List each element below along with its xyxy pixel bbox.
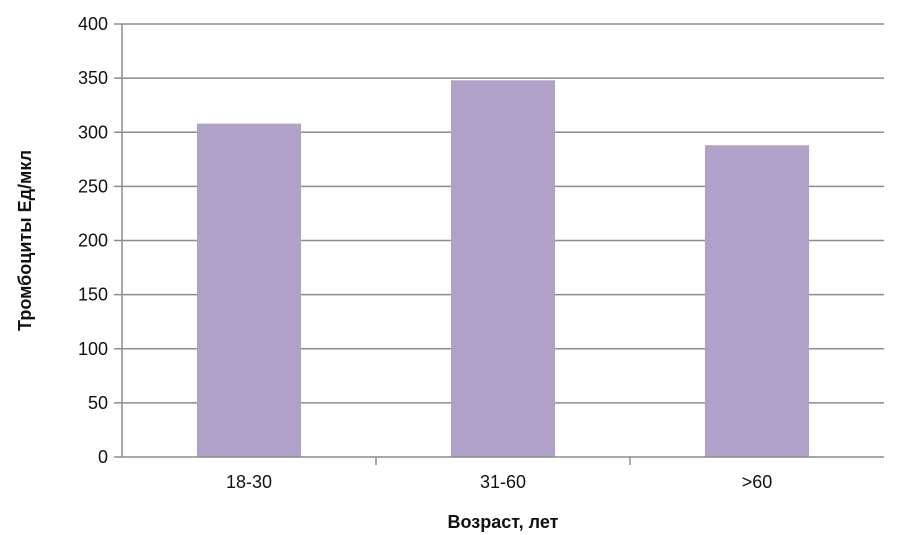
x-tick-labels: 18-30 31-60 >60 [226, 457, 772, 492]
x-tick-label: 18-30 [226, 472, 272, 492]
y-axis-title: Тромбоциты Ед/мкл [15, 150, 35, 331]
bars [196, 80, 810, 458]
bar->60 [704, 145, 810, 458]
y-tick-label: 350 [78, 68, 108, 88]
x-tick-label: >60 [742, 472, 773, 492]
y-tick-label: 250 [78, 176, 108, 196]
y-tick-label: 100 [78, 339, 108, 359]
y-tick-label: 200 [78, 231, 108, 251]
bar-31-60 [450, 80, 556, 457]
bar-18-30 [196, 123, 302, 457]
x-axis-title: Возраст, лет [448, 512, 559, 532]
y-tick-label: 150 [78, 285, 108, 305]
y-tick-label: 400 [78, 14, 108, 34]
x-tick-label: 31-60 [480, 472, 526, 492]
y-tick-label: 300 [78, 122, 108, 142]
y-tick-label: 0 [98, 447, 108, 467]
y-tick-label: 50 [88, 393, 108, 413]
y-tick-labels: 0 50 100 150 200 250 300 350 400 [78, 14, 122, 467]
